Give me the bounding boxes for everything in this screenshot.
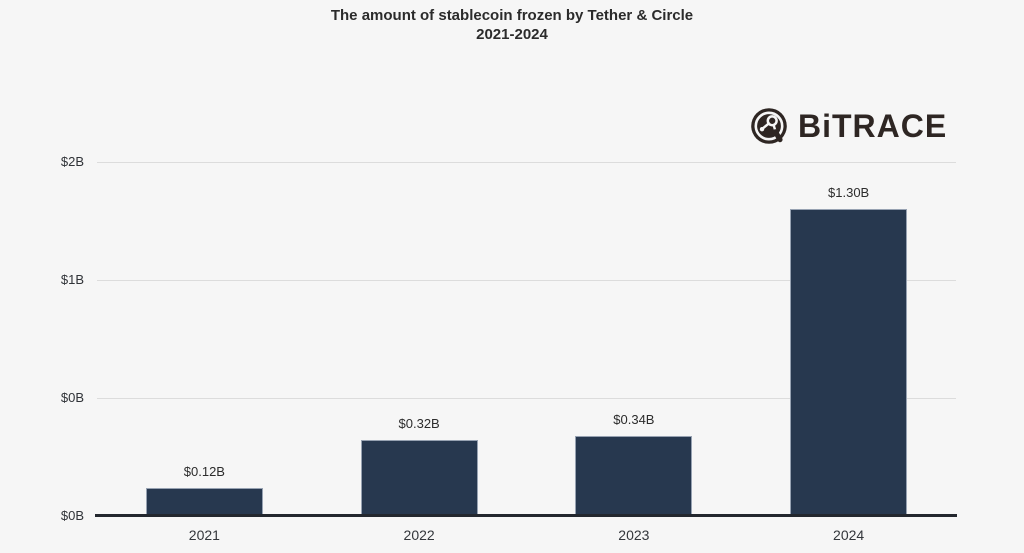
y-tick-label: $1B [60, 272, 84, 287]
brand-name: BiTRACE [798, 108, 948, 144]
y-tick-label: $0B [60, 508, 84, 523]
y-tick-label: $0B [60, 390, 84, 405]
chart-bar [790, 209, 908, 516]
bar-value-label: $0.34B [613, 412, 655, 427]
bar-value-label: $0.12B [183, 464, 225, 479]
x-tick-label: 2022 [403, 527, 435, 543]
x-tick-label: 2024 [833, 527, 865, 543]
gridline [97, 161, 956, 163]
chart-bar [145, 488, 263, 516]
bitrace-molecule-icon [751, 108, 787, 144]
chart-title: The amount of stablecoin frozen by Tethe… [330, 7, 694, 24]
chart-bar [360, 440, 478, 516]
gridline [97, 397, 956, 399]
x-tick-label: 2023 [618, 527, 650, 543]
bar-value-label: $1.30B [828, 185, 870, 200]
chart-subtitle: 2021-2024 [476, 26, 548, 43]
gridline [97, 279, 956, 281]
chart-bar [575, 436, 693, 516]
chart-title-block: The amount of stablecoin frozen by Tethe… [0, 8, 1024, 43]
brand-logo: BiTRACE [749, 105, 947, 147]
x-axis-line [95, 514, 957, 517]
x-tick-label: 2021 [188, 527, 220, 543]
bar-value-label: $0.32B [398, 416, 440, 431]
y-tick-label: $2B [60, 154, 84, 169]
